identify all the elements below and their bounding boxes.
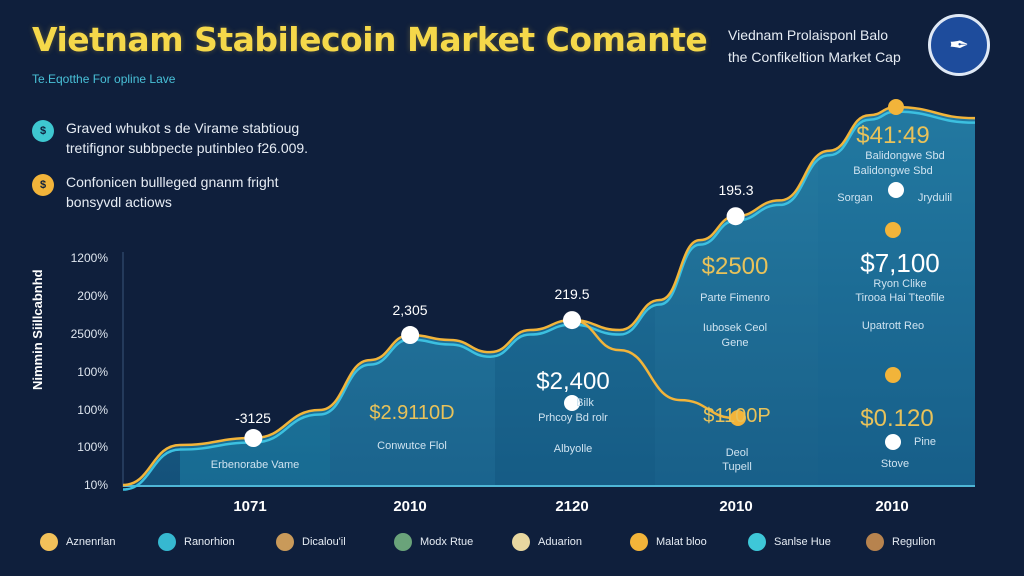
legend-label: Ranorhion xyxy=(184,536,235,548)
x-tick: 2010 xyxy=(875,498,909,515)
annotation: Stove xyxy=(880,458,910,470)
data-label: 219.5 xyxy=(554,286,590,302)
caption-line: Viednam Prolaisponl Balo xyxy=(728,27,889,43)
annotation: Gene xyxy=(721,337,749,349)
x-tick: 2010 xyxy=(719,498,753,515)
data-point xyxy=(244,429,263,448)
data-point xyxy=(726,207,745,226)
coin-marker-icon xyxy=(564,395,580,411)
header-caption: Viednam Prolaisponl Balo the Confikeltio… xyxy=(728,24,901,68)
annotation: Parte Fimenro xyxy=(700,292,770,304)
chart-title: Vietnam Stabilecoin Market Comante xyxy=(32,20,708,59)
legend-coin-icon xyxy=(276,533,294,551)
legend-label: Malat bloo xyxy=(656,536,707,548)
annotation: Prhcoy Bd rolr xyxy=(538,412,608,424)
legend-item: Aduarion xyxy=(512,533,630,551)
legend-item: Aznenrlan xyxy=(40,533,158,551)
annotation-value: $2500 xyxy=(701,253,769,280)
legend-label: Dicalou'il xyxy=(302,536,346,548)
annotation: Tirooa Hai Tteofile xyxy=(855,292,945,304)
annotation: Conwutce Flol xyxy=(377,440,447,452)
panel xyxy=(655,107,818,486)
legend-item: Dicalou'il xyxy=(276,533,394,551)
bullet-text: Graved whukot s de Virame stabtioug xyxy=(66,120,300,136)
seal-logo-icon: ✒ xyxy=(928,14,990,76)
x-tick: 2120 xyxy=(555,498,589,515)
area-fill xyxy=(123,107,975,486)
y-tick: 10% xyxy=(83,478,108,492)
legend-item: Sanlse Hue xyxy=(748,533,866,551)
y-tick: 100% xyxy=(77,403,108,417)
caption-line: the Confikeltion Market Cap xyxy=(728,49,901,65)
data-point xyxy=(563,311,582,330)
bullet-text: Confonicen bullleged gnanm fright xyxy=(66,174,279,190)
x-tick: 1071 xyxy=(233,498,267,515)
annotation: Sorgan xyxy=(837,192,873,204)
annotation: Jrydulil xyxy=(917,192,953,204)
y-axis-label: Nimmin Siillcabnhd xyxy=(30,269,45,390)
legend-coin-icon xyxy=(512,533,530,551)
annotation-value: $7,100 xyxy=(860,248,940,278)
annotation: Ryon Clike xyxy=(873,278,927,290)
legend-coin-icon xyxy=(394,533,412,551)
y-tick: 1200% xyxy=(70,251,108,265)
panel xyxy=(818,107,975,486)
data-label: -3125 xyxy=(235,410,271,426)
legend-coin-icon xyxy=(866,533,884,551)
annotation-value: $2.9110D xyxy=(369,402,455,424)
annotation-value: $1100P xyxy=(703,405,771,427)
bullet-1: $ Graved whukot s de Virame stabtioug tre… xyxy=(32,118,308,158)
data-point xyxy=(401,326,420,345)
data-label: 2,305 xyxy=(392,302,428,318)
chart-subtitle: Te.Eqotthe For opline Lave xyxy=(32,72,176,86)
legend-label: Regulion xyxy=(892,536,936,548)
coin-marker-icon xyxy=(885,434,901,450)
annotation: Deol xyxy=(725,447,749,459)
coin-marker-icon xyxy=(885,367,901,383)
legend-item: Modx Rtue xyxy=(394,533,512,551)
y-tick: 100% xyxy=(77,365,108,379)
annotation-value: $2,400 xyxy=(536,368,610,395)
legend-label: Aznenrlan xyxy=(66,536,116,548)
annotation: Balidongwe Sbd xyxy=(853,165,933,177)
legend-coin-icon xyxy=(40,533,58,551)
legend-item: Regulion xyxy=(866,533,984,551)
coin-marker-icon xyxy=(888,99,904,115)
legend-label: Sanlse Hue xyxy=(774,536,831,548)
y-tick: 2500% xyxy=(70,327,108,341)
annotation: Balidongwe Sbd xyxy=(865,150,945,162)
bullet-text: tretifignor subbpecte putinbleo f26.009. xyxy=(66,140,309,156)
annotation-value: $41:49 xyxy=(856,122,930,149)
dollar-coin-icon: $ xyxy=(32,120,54,142)
annotation: Tupell xyxy=(722,461,752,473)
annotation-value: $0.120 xyxy=(860,405,934,432)
legend: Aznenrlan Ranorhion Dicalou'il Modx Rtue Adu… xyxy=(40,533,984,551)
annotation: Bilk xyxy=(576,397,594,409)
coin-marker-icon xyxy=(888,182,904,198)
legend-item: Ranorhion xyxy=(158,533,276,551)
series-line-market-cap-decline xyxy=(571,318,736,420)
y-tick: 100% xyxy=(77,440,108,454)
annotation: Pine xyxy=(913,436,937,448)
bullet-text: bonsyvdl actiows xyxy=(66,194,172,210)
bullet-2: $ Confonicen bullleged gnanm fright bonsy… xyxy=(32,172,278,212)
gold-coin-icon: $ xyxy=(32,174,54,196)
coin-marker-icon xyxy=(885,222,901,238)
legend-label: Aduarion xyxy=(538,536,583,548)
legend-label: Modx Rtue xyxy=(420,536,474,548)
annotation: Albyolle xyxy=(553,443,593,455)
legend-coin-icon xyxy=(630,533,648,551)
y-tick: 200% xyxy=(77,289,108,303)
data-label: 195.3 xyxy=(718,182,754,198)
legend-coin-icon xyxy=(158,533,176,551)
annotation: Upatrott Reo xyxy=(861,320,925,332)
coin-marker-icon xyxy=(730,410,746,426)
annotation: Erbenorabe Vame xyxy=(210,459,300,471)
legend-item: Malat bloo xyxy=(630,533,748,551)
annotation: Iubosek Ceol xyxy=(702,322,768,334)
legend-coin-icon xyxy=(748,533,766,551)
panel xyxy=(330,107,495,486)
x-tick: 2010 xyxy=(393,498,427,515)
